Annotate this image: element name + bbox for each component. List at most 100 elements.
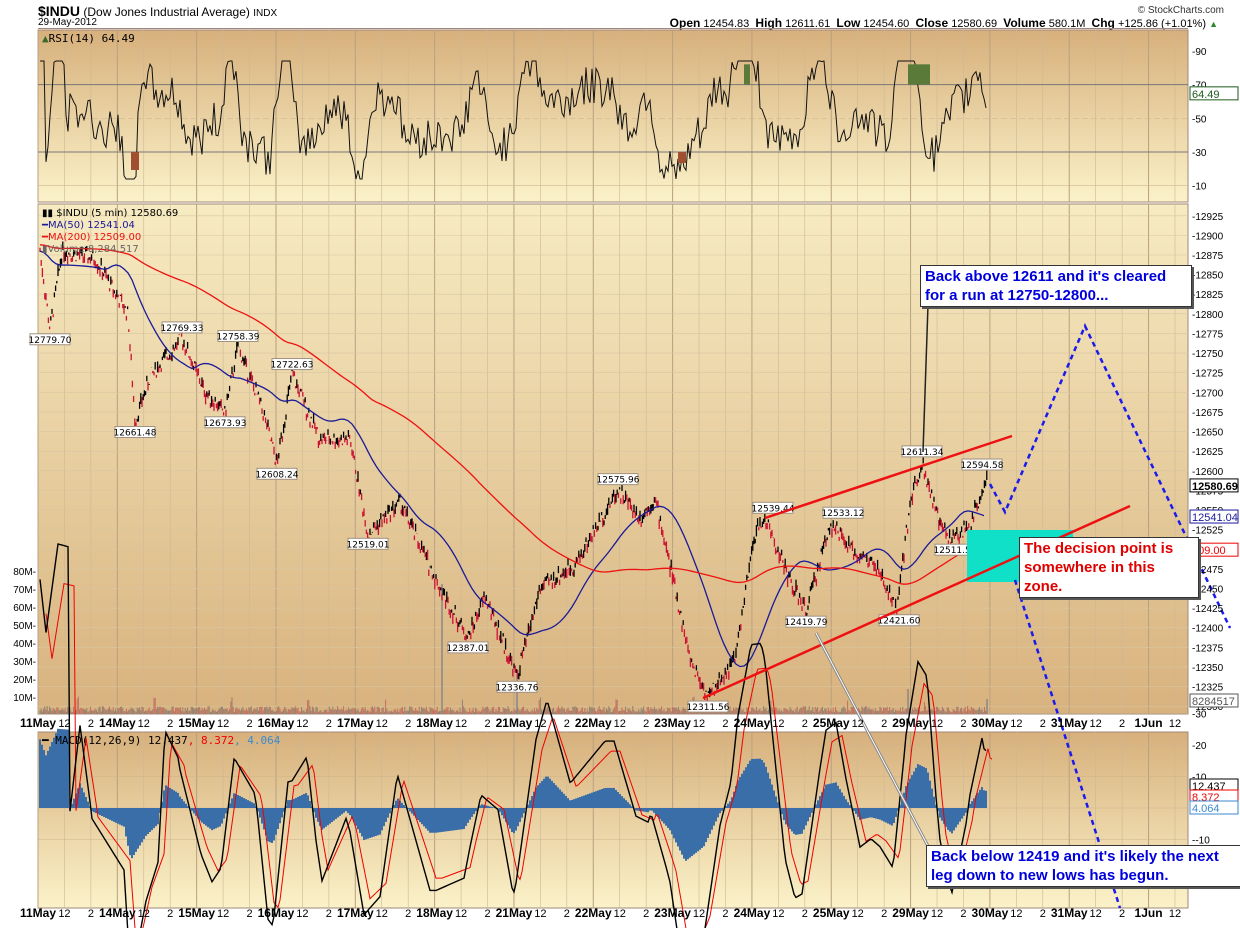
svg-text:16May: 16May [258,906,295,920]
svg-text:-12700: -12700 [1192,388,1224,399]
svg-text:-12775: -12775 [1192,329,1224,340]
rsi-panel [37,29,1189,203]
svg-text:25May: 25May [813,716,850,730]
svg-text:2: 2 [1040,908,1046,920]
svg-text:2: 2 [484,718,490,730]
up-arrow-icon: ▲ [1209,19,1218,29]
svg-text:-12900: -12900 [1192,231,1224,242]
close-value: 12580.69 [951,18,998,30]
svg-text:-12850: -12850 [1192,271,1224,282]
svg-text:12387.01: 12387.01 [447,644,490,654]
svg-text:2: 2 [405,718,411,730]
volume-legend: Volume 8,284,517 [47,244,139,255]
svg-text:15May: 15May [178,716,215,730]
ma200-legend: MA(200) 12509.00 [48,232,142,243]
svg-text:12: 12 [772,718,784,730]
price-label: 12533.12 [822,506,864,519]
svg-text:12539.44: 12539.44 [752,504,795,514]
svg-text:2: 2 [643,718,649,730]
svg-text:-50: -50 [1192,114,1207,125]
svg-text:-12800: -12800 [1192,310,1224,321]
svg-text:-12650: -12650 [1192,428,1224,439]
svg-text:12608.24: 12608.24 [256,470,299,480]
macd-signal: , 8.372 [187,734,235,747]
svg-text:12419.79: 12419.79 [785,618,828,628]
svg-text:12336.76: 12336.76 [496,683,539,693]
svg-text:-20: -20 [1192,741,1207,752]
svg-text:30M-: 30M- [13,657,36,668]
ma50-legend: MA(50) 12541.04 [48,220,135,231]
svg-text:--10: --10 [1192,836,1210,847]
svg-text:8284517: 8284517 [1192,696,1235,708]
svg-text:12769.33: 12769.33 [161,324,204,334]
svg-text:24May: 24May [734,906,771,920]
price-label: 12608.24 [256,467,299,480]
svg-text:23May: 23May [654,716,691,730]
value-tag: 509.00 [1189,542,1239,557]
svg-text:12: 12 [1169,908,1181,920]
svg-text:12541.04: 12541.04 [1192,512,1238,524]
svg-text:12594.58: 12594.58 [961,461,1004,471]
chart-date: 29-May-2012 [38,17,97,28]
value-tag: 64.49 [1189,86,1239,101]
svg-text:64.49: 64.49 [1192,89,1220,101]
svg-text:50M-: 50M- [13,621,36,632]
svg-text:2: 2 [802,718,808,730]
svg-text:1Jun: 1Jun [1135,716,1163,730]
svg-text:-10: -10 [1192,182,1207,193]
svg-text:-12625: -12625 [1192,447,1224,458]
svg-text:2: 2 [326,718,332,730]
svg-text:-30: -30 [1192,148,1207,159]
svg-text:-10: -10 [1192,773,1207,784]
svg-text:12: 12 [852,908,864,920]
ma50-line-icon: ━ [42,220,49,231]
svg-text:12: 12 [693,908,705,920]
svg-text:12511.51: 12511.51 [934,546,977,556]
svg-text:-12525: -12525 [1192,526,1224,537]
svg-text:-90: -90 [1192,47,1207,58]
volume-label: Volume [1003,16,1046,30]
open-value: 12454.83 [703,18,750,30]
high-label: High [755,16,783,30]
svg-text:12: 12 [376,908,388,920]
volume-value: 580.1M [1048,18,1086,30]
svg-text:1Jun: 1Jun [1135,906,1163,920]
svg-text:12580.69: 12580.69 [1192,481,1238,493]
svg-text:2: 2 [564,908,570,920]
price-legend: ▮▮ $INDU (5 min) 12580.69 ━MA(50) 12541.… [42,208,178,256]
svg-text:2: 2 [167,718,173,730]
svg-text:16May: 16May [258,716,295,730]
rsi-legend-text: RSI(14) 64.49 [48,32,135,45]
svg-text:2: 2 [167,908,173,920]
svg-text:21May: 21May [496,716,533,730]
price-label: 12722.63 [271,358,314,371]
annotation-lower: Back below 12419 and it's likely the nex… [926,845,1240,887]
svg-text:12: 12 [296,908,308,920]
svg-text:-12325: -12325 [1192,683,1224,694]
svg-text:2: 2 [881,718,887,730]
svg-text:2: 2 [722,718,728,730]
svg-text:2: 2 [1119,718,1125,730]
svg-text:12421.60: 12421.60 [878,617,921,627]
macd-hist: , 4.064 [234,734,281,747]
chart-title: $INDU (Dow Jones Industrial Average) IND… [38,3,277,19]
price-label: 12336.76 [496,680,539,693]
price-label: 12387.01 [447,641,490,654]
svg-text:12: 12 [58,718,70,730]
svg-text:80M-: 80M- [13,567,36,578]
volume-bars [39,584,988,714]
price-label: 12611.34 [901,445,944,458]
svg-text:2: 2 [405,908,411,920]
macd-line-icon: ━ [42,734,49,747]
svg-text:22May: 22May [575,906,612,920]
svg-text:30May: 30May [972,906,1009,920]
svg-text:2: 2 [564,718,570,730]
svg-text:12722.63: 12722.63 [271,361,314,371]
svg-text:-12825: -12825 [1192,290,1224,301]
svg-text:22May: 22May [575,716,612,730]
svg-text:-30: -30 [1192,710,1207,721]
svg-text:2: 2 [960,718,966,730]
svg-text:15May: 15May [178,906,215,920]
svg-text:-12475: -12475 [1192,565,1224,576]
svg-text:2: 2 [722,908,728,920]
